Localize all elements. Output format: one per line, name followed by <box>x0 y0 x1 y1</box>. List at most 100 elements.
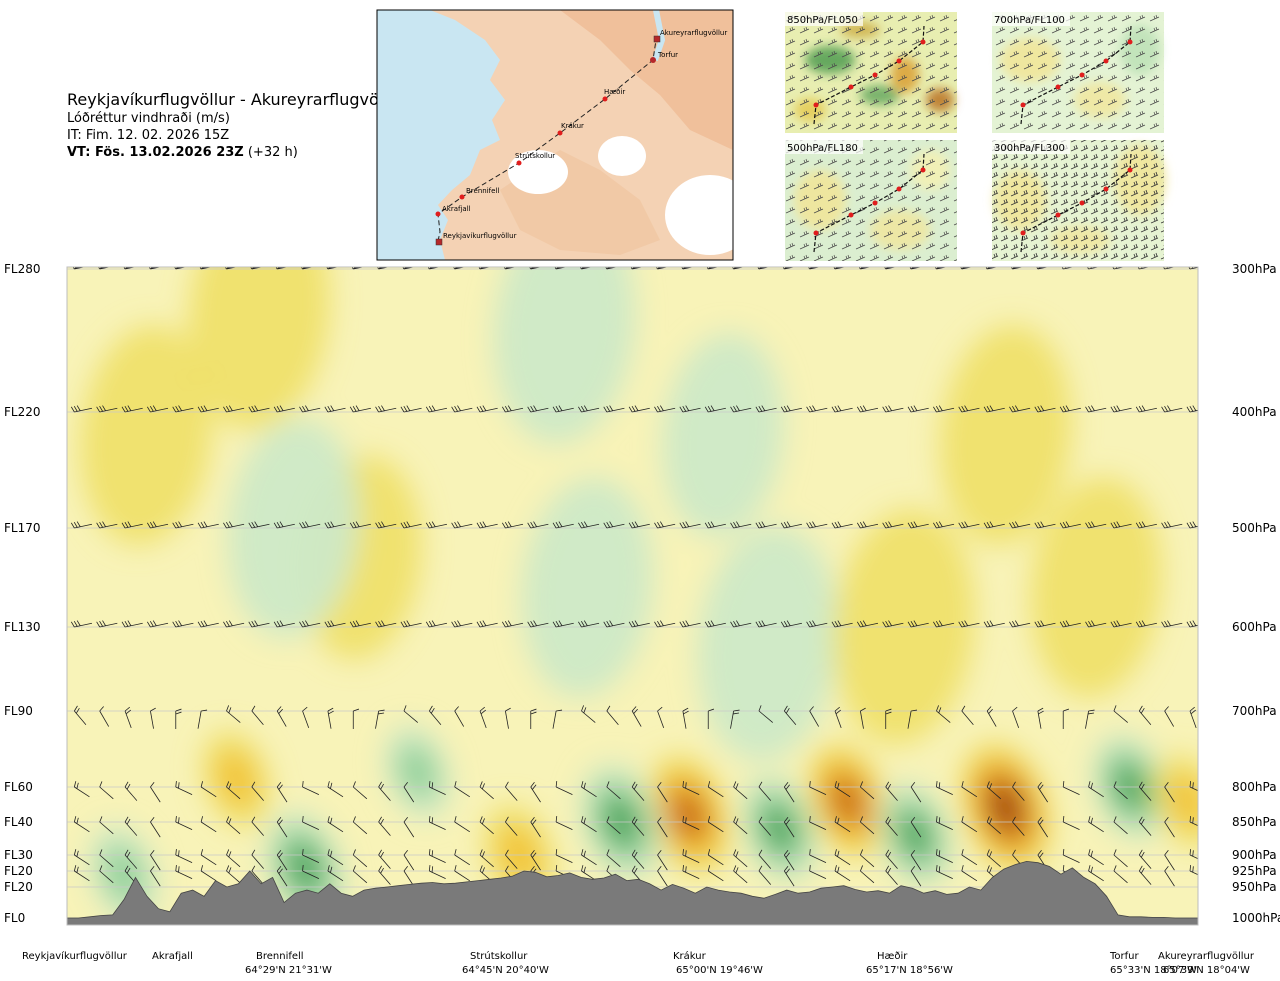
wind-barb <box>885 708 892 729</box>
location-name: Brennifell <box>256 951 304 962</box>
wind-barb <box>505 781 518 801</box>
wind-barb <box>983 620 1005 628</box>
wind-barb <box>606 849 621 868</box>
wind-barb <box>49 849 65 863</box>
wind-barb <box>733 781 748 800</box>
wind-barb <box>780 521 803 529</box>
wind-barb <box>73 865 90 882</box>
velocity-region-15 <box>741 774 818 883</box>
wind-barb <box>679 405 701 413</box>
route-title: Reykjavíkurflugvöllur - Akureyrarflugvöl… <box>67 90 405 109</box>
wind-barb <box>99 865 114 884</box>
wind-barb <box>958 405 980 413</box>
wind-barb <box>707 708 715 729</box>
wind-barb <box>936 705 951 723</box>
wind-barb <box>555 848 573 863</box>
wind-barb <box>403 850 415 871</box>
wind-barb <box>147 620 169 628</box>
wind-barb <box>682 848 700 863</box>
wind-barb <box>425 521 448 529</box>
wind-barb <box>375 405 397 413</box>
wind-barb <box>859 707 866 729</box>
wind-barb <box>1088 816 1104 833</box>
wind-barb <box>1135 620 1157 628</box>
wind-barb <box>961 781 978 798</box>
wind-barb <box>150 850 161 871</box>
wind-barb <box>1012 816 1025 836</box>
wind-barb <box>606 781 621 800</box>
wind-barb <box>730 709 740 729</box>
wind-barb <box>121 521 143 529</box>
wind-barb <box>425 405 448 413</box>
location-coord: 65°39'N 18°04'W <box>1163 965 1250 976</box>
wind-barb <box>983 521 1005 529</box>
wind-barb <box>454 781 471 798</box>
wind-barb <box>327 781 344 798</box>
flight-level-tick: FL40 <box>4 815 33 829</box>
wind-barb <box>273 405 295 413</box>
thumb-label-700: 700hPa/FL100 <box>994 15 1065 26</box>
wind-barb <box>682 780 700 795</box>
location-coord: 65°00'N 19°46'W <box>676 965 763 976</box>
wind-barb <box>425 620 448 628</box>
wind-barb <box>1088 849 1104 866</box>
wind-barb <box>403 705 419 723</box>
wind-barb <box>631 781 645 801</box>
wind-barb <box>856 405 879 413</box>
wind-barb <box>451 620 473 628</box>
wind-barb <box>733 816 748 835</box>
cross-section-plot: FL280 FL220 FL170 FL130 FL90 FL60 FL40 FL30 FL20… <box>4 262 1280 976</box>
wind-barb <box>428 864 446 879</box>
wind-barb <box>882 620 904 628</box>
wind-barb <box>150 707 156 729</box>
wind-barb <box>657 782 668 803</box>
wind-barb <box>961 849 978 866</box>
thumb-label-500: 500hPa/FL180 <box>787 143 858 154</box>
wind-barb <box>124 706 132 729</box>
wind-barb <box>552 620 574 628</box>
wind-barb <box>200 816 217 833</box>
wind-barb <box>378 816 391 836</box>
wind-barb <box>276 706 287 727</box>
glacier-hofsjokull <box>598 136 646 176</box>
level-map-300: 300hPa/FL300 <box>992 140 1166 261</box>
wind-barb <box>403 817 415 838</box>
flight-level-tick: FL130 <box>4 620 41 634</box>
pressure-tick: 950hPa <box>1232 880 1277 894</box>
flight-level-axis: FL280 FL220 FL170 FL130 FL90 FL60 FL40 FL30 FL20… <box>4 262 41 925</box>
wind-barb <box>1062 780 1080 795</box>
wind-barb <box>834 865 851 882</box>
velocity-region-10 <box>1030 477 1162 698</box>
wind-barb <box>654 405 676 413</box>
wind-barb <box>910 817 922 838</box>
thumb-wind-barbs <box>992 140 1164 261</box>
glacier-vatnajokull <box>665 175 733 255</box>
wind-barb <box>251 816 264 836</box>
wind-barb <box>150 817 161 838</box>
wind-barb <box>1161 620 1183 628</box>
wind-barb <box>631 706 642 727</box>
wind-barb <box>730 521 752 529</box>
wind-barb <box>628 405 650 413</box>
wind-barb <box>1186 620 1198 628</box>
wind-barb <box>302 706 310 729</box>
wind-barb <box>1189 815 1198 827</box>
map-frame <box>376 9 734 261</box>
wind-barb <box>907 620 929 628</box>
wind-barb <box>476 521 498 529</box>
wind-barb <box>704 521 726 529</box>
wind-barb <box>1088 781 1104 798</box>
wind-barb <box>299 405 321 413</box>
wind-barb <box>223 521 245 529</box>
wind-barb <box>527 405 549 413</box>
wind-barb <box>907 405 929 413</box>
wind-barb <box>251 865 264 885</box>
wind-barb <box>327 816 344 833</box>
location-coord: 64°45'N 20°40'W <box>462 965 549 976</box>
wind-barb <box>1062 815 1080 830</box>
wind-barb <box>375 521 397 529</box>
wind-barb <box>654 620 676 628</box>
flight-level-tick: FL60 <box>4 780 33 794</box>
wind-barb <box>733 865 748 884</box>
wind-barb <box>226 781 241 800</box>
